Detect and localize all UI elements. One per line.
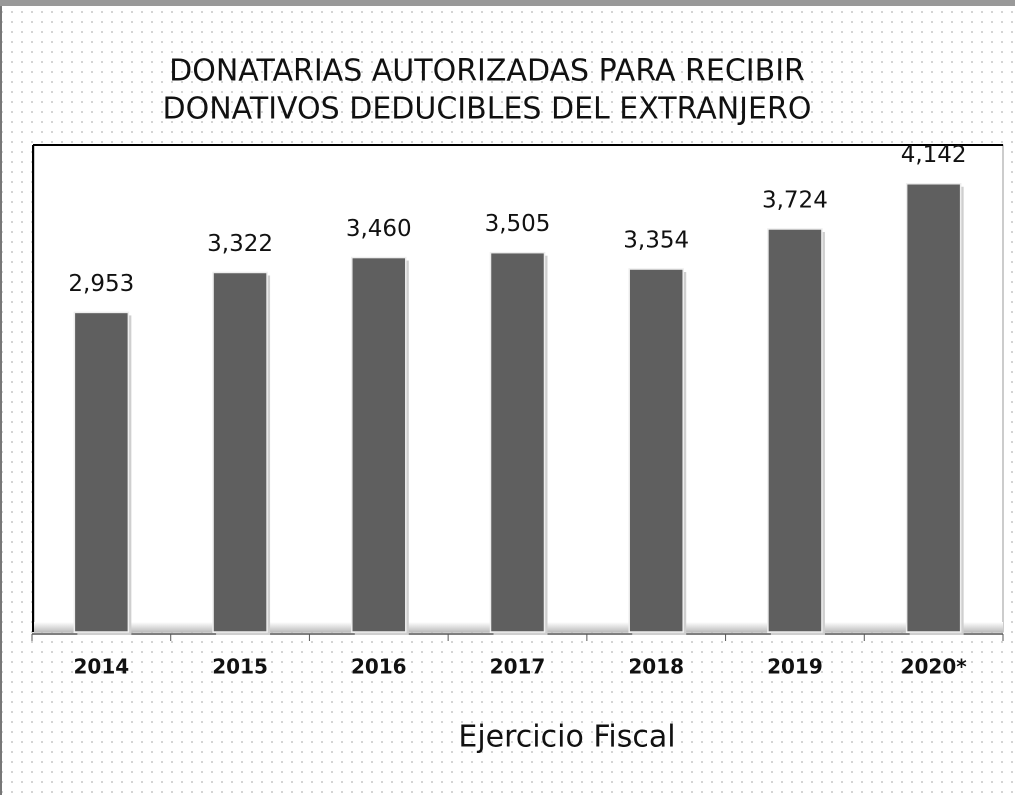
x-tick-label: 2019	[767, 655, 823, 679]
value-label: 3,322	[207, 231, 273, 257]
value-label: 4,142	[901, 142, 967, 168]
x-tick-label: 2018	[628, 655, 684, 679]
x-tick-label: 2017	[490, 655, 546, 679]
value-label: 3,505	[485, 211, 551, 237]
x-tick-label: 2015	[212, 655, 268, 679]
value-label: 3,724	[762, 187, 828, 213]
chart-title: DONATIVOS DEDUCIBLES DEL EXTRANJERO	[163, 92, 812, 127]
bar	[905, 182, 962, 633]
x-tick-label: 2014	[74, 655, 130, 679]
value-label: 3,460	[346, 216, 412, 242]
x-tick-label: 2016	[351, 655, 407, 679]
bar	[351, 256, 407, 633]
x-axis-title: Ejercicio Fiscal	[458, 720, 675, 755]
value-label: 2,953	[68, 271, 134, 297]
bar	[767, 228, 823, 633]
bar	[489, 251, 546, 633]
bar	[628, 268, 684, 633]
x-tick-label: 2020*	[901, 655, 968, 679]
value-label: 3,354	[623, 228, 689, 254]
frame-top	[0, 0, 1015, 6]
bar	[212, 271, 268, 633]
bar	[73, 311, 130, 633]
chart-title: DONATARIAS AUTORIZADAS PARA RECIBIR	[169, 54, 805, 89]
